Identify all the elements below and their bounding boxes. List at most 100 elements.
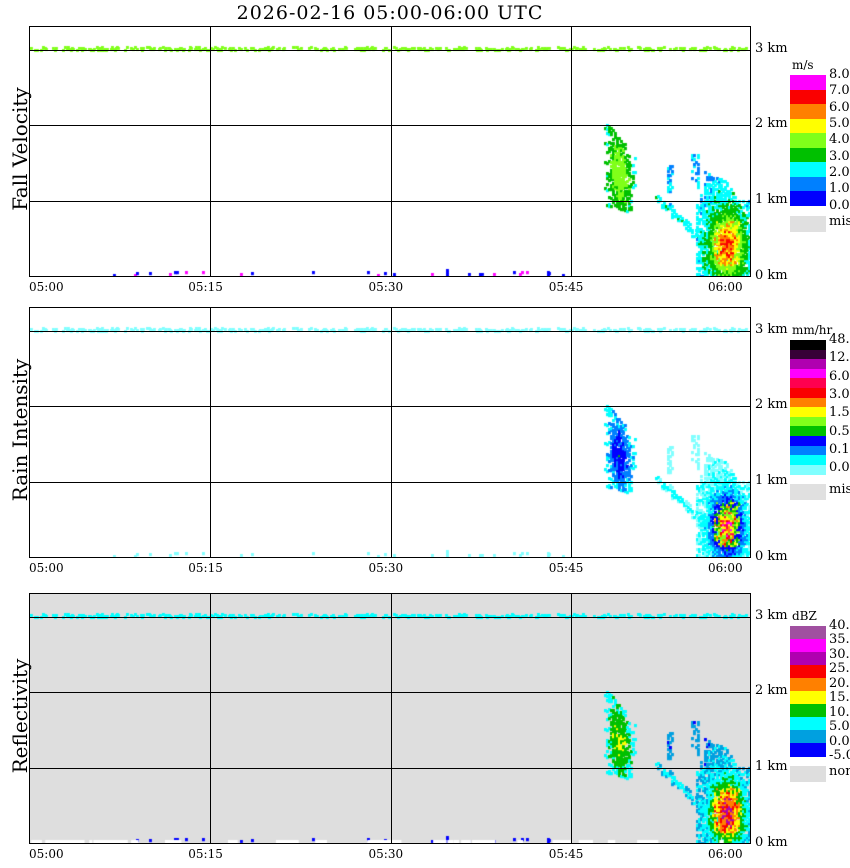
colorbar-tick-fall-velocity-8: 0.0 bbox=[829, 197, 850, 213]
colorbar-tick-fall-velocity-0: 8.0 bbox=[829, 67, 850, 82]
panel-title-rain-intensity: Rain Intensity bbox=[8, 358, 32, 502]
colorbar-tick-fall-velocity-3: 5.0 bbox=[829, 115, 850, 131]
colorbar-tick-fall-velocity-1: 7.0 bbox=[829, 83, 850, 99]
colorbar-swatch-rain-intensity-4 bbox=[790, 378, 826, 389]
colorbar-swatch-reflectivity-4 bbox=[790, 678, 826, 692]
colorbar-swatch-rain-intensity-10 bbox=[790, 436, 826, 447]
colorbar-swatch-reflectivity-7 bbox=[790, 717, 826, 731]
x-tick-fall-velocity-0: 05:00 bbox=[29, 280, 64, 294]
y-tick-fall-velocity-3: 3 km bbox=[755, 40, 788, 56]
colorbar-tick-rain-intensity-3: 3.0 bbox=[829, 387, 850, 403]
colorbar-tick-reflectivity-4: 20.0 bbox=[829, 675, 850, 691]
colorbar-swatch-fall-velocity-1 bbox=[790, 89, 826, 105]
gridline-3km bbox=[30, 50, 750, 51]
colorbar-swatch-reflectivity-8 bbox=[790, 730, 826, 744]
y-tick-rain-intensity-2: 2 km bbox=[755, 397, 788, 413]
gridline-2km bbox=[30, 125, 750, 126]
colorbar-swatch-reflectivity-0 bbox=[790, 626, 826, 640]
colorbar-tick-fall-velocity-6: 2.0 bbox=[829, 164, 850, 180]
gridline-1km bbox=[30, 201, 750, 202]
y-tick-reflectivity-1: 1 km bbox=[755, 759, 788, 775]
colorbar-swatch-reflectivity-9 bbox=[790, 743, 826, 757]
colorbar-tick-reflectivity-7: 5.0 bbox=[829, 719, 850, 735]
colorbar-swatch-fall-velocity-8 bbox=[790, 191, 826, 207]
gridline-1km bbox=[30, 768, 750, 769]
x-tick-rain-intensity-4: 06:00 bbox=[708, 561, 743, 575]
colorbar-tick-reflectivity-8: 0.0 bbox=[829, 733, 850, 749]
colorbar-swatch-rain-intensity-0 bbox=[790, 340, 826, 351]
plot-area-fall-velocity bbox=[29, 26, 751, 277]
gridline-2km bbox=[30, 406, 750, 407]
colorbar-missing-label-reflectivity: none bbox=[829, 764, 850, 779]
colorbar-swatch-rain-intensity-11 bbox=[790, 445, 826, 456]
gridline-30min bbox=[391, 308, 392, 557]
heatmap-fall-velocity bbox=[30, 27, 750, 276]
colorbar-unit-rain-intensity: mm/hr bbox=[792, 323, 833, 337]
colorbar-tick-rain-intensity-5: 0.5 bbox=[829, 423, 850, 439]
colorbar-swatch-reflectivity-1 bbox=[790, 639, 826, 653]
colorbar-swatch-rain-intensity-5 bbox=[790, 388, 826, 399]
gridline-45min bbox=[571, 308, 572, 557]
gridline-1km bbox=[30, 482, 750, 483]
colorbar-tick-reflectivity-9: -5.0 bbox=[829, 748, 850, 763]
colorbar-tick-rain-intensity-6: 0.1 bbox=[829, 442, 850, 458]
colorbar-tick-reflectivity-2: 30.0 bbox=[829, 646, 850, 662]
colorbar-swatch-rain-intensity-13 bbox=[790, 464, 826, 475]
colorbar-swatch-fall-velocity-6 bbox=[790, 162, 826, 178]
colorbar-tick-rain-intensity-0: 48.0 bbox=[829, 332, 850, 347]
colorbar-missing-label-rain-intensity: miss bbox=[829, 482, 850, 498]
colorbar-missing-swatch-reflectivity bbox=[790, 766, 826, 782]
x-tick-rain-intensity-0: 05:00 bbox=[29, 561, 64, 575]
colorbar-swatch-fall-velocity-5 bbox=[790, 147, 826, 163]
colorbar-tick-reflectivity-1: 35.0 bbox=[829, 632, 850, 648]
x-tick-reflectivity-0: 05:00 bbox=[29, 847, 64, 861]
colorbar-swatch-rain-intensity-3 bbox=[790, 368, 826, 379]
colorbar-missing-swatch-rain-intensity bbox=[790, 484, 826, 501]
y-tick-rain-intensity-1: 1 km bbox=[755, 473, 788, 489]
colorbar-tick-fall-velocity-2: 6.0 bbox=[829, 99, 850, 115]
gridline-15min bbox=[210, 308, 211, 557]
colorbar-tick-reflectivity-0: 40.0 bbox=[829, 618, 850, 633]
colorbar-tick-reflectivity-5: 15.0 bbox=[829, 690, 850, 706]
colorbar-tick-fall-velocity-5: 3.0 bbox=[829, 148, 850, 164]
y-tick-rain-intensity-3: 3 km bbox=[755, 321, 788, 337]
x-tick-fall-velocity-4: 06:00 bbox=[708, 280, 743, 294]
y-tick-fall-velocity-2: 2 km bbox=[755, 116, 788, 132]
colorbar-tick-rain-intensity-4: 1.5 bbox=[829, 405, 850, 421]
plot-area-rain-intensity bbox=[29, 307, 751, 558]
gridline-2km bbox=[30, 692, 750, 693]
colorbar-swatch-fall-velocity-2 bbox=[790, 104, 826, 120]
x-tick-reflectivity-2: 05:30 bbox=[368, 847, 404, 861]
colorbar-unit-reflectivity: dBZ bbox=[792, 609, 817, 623]
y-tick-fall-velocity-0: 0 km bbox=[755, 268, 788, 283]
gridline-30min bbox=[391, 594, 392, 843]
x-tick-reflectivity-1: 05:15 bbox=[188, 847, 223, 861]
colorbar-missing-swatch-fall-velocity bbox=[790, 215, 826, 232]
colorbar-missing-label-fall-velocity: miss bbox=[829, 213, 850, 229]
y-tick-reflectivity-2: 2 km bbox=[755, 683, 788, 699]
colorbar-tick-rain-intensity-7: 0.0 bbox=[829, 460, 850, 476]
colorbar-unit-fall-velocity: m/s bbox=[792, 58, 814, 72]
colorbar-swatch-rain-intensity-9 bbox=[790, 426, 826, 437]
colorbar-swatch-reflectivity-5 bbox=[790, 691, 826, 705]
gridline-30min bbox=[391, 27, 392, 276]
y-tick-reflectivity-3: 3 km bbox=[755, 607, 788, 623]
colorbar-swatch-rain-intensity-7 bbox=[790, 407, 826, 418]
gridline-45min bbox=[571, 594, 572, 843]
gridline-15min bbox=[210, 594, 211, 843]
colorbar-swatch-rain-intensity-12 bbox=[790, 455, 826, 466]
x-tick-fall-velocity-1: 05:15 bbox=[188, 280, 223, 294]
plot-area-reflectivity bbox=[29, 593, 751, 844]
y-tick-rain-intensity-0: 0 km bbox=[755, 549, 788, 564]
panel-title-reflectivity: Reflectivity bbox=[8, 658, 32, 774]
colorbar-tick-fall-velocity-4: 4.0 bbox=[829, 132, 850, 148]
y-tick-fall-velocity-1: 1 km bbox=[755, 192, 788, 208]
heatmap-rain-intensity bbox=[30, 308, 750, 557]
colorbar-tick-rain-intensity-1: 12.0 bbox=[829, 350, 850, 366]
colorbar-swatch-reflectivity-6 bbox=[790, 704, 826, 718]
x-tick-fall-velocity-3: 05:45 bbox=[548, 280, 584, 294]
gridline-15min bbox=[210, 27, 211, 276]
colorbar-swatch-rain-intensity-8 bbox=[790, 416, 826, 427]
x-tick-reflectivity-4: 06:00 bbox=[708, 847, 743, 861]
gridline-3km bbox=[30, 331, 750, 332]
